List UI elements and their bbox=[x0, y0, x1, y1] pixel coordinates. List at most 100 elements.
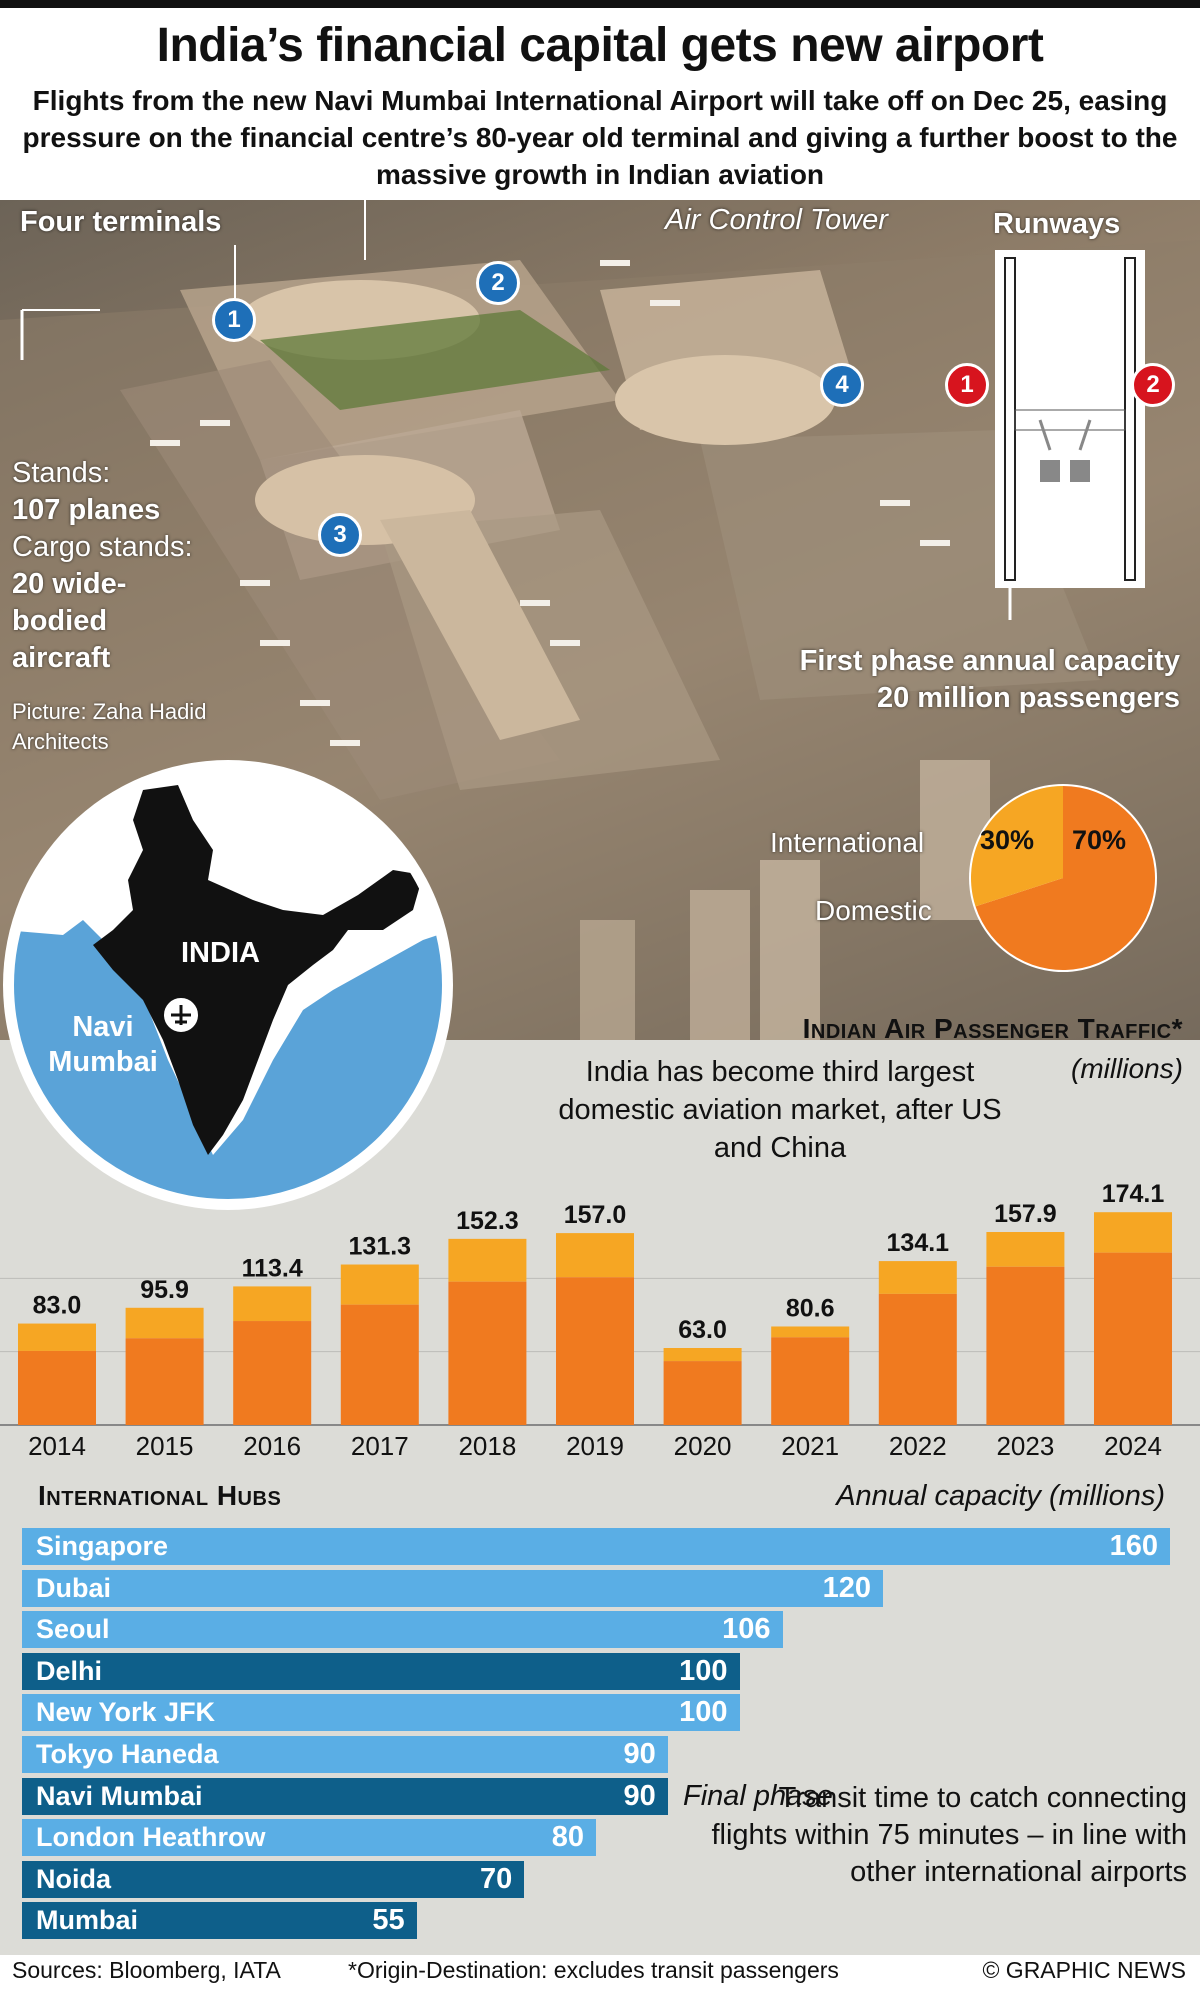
traffic-year-label: 2023 bbox=[996, 1431, 1054, 1461]
air-control-tower-label: Air Control Tower bbox=[665, 204, 888, 236]
traffic-bar-international bbox=[556, 1233, 634, 1278]
traffic-year-label: 2015 bbox=[136, 1431, 194, 1461]
hub-bar: Noida 70 bbox=[22, 1860, 525, 1898]
hub-bar: New York JFK 100 bbox=[22, 1694, 740, 1732]
traffic-bar-international bbox=[986, 1232, 1065, 1267]
airport-rendering: Four terminals Air Control Tower Runways… bbox=[0, 200, 1200, 1040]
traffic-value-label: 80.6 bbox=[786, 1294, 835, 1322]
hub-bar: Delhi 100 bbox=[22, 1652, 740, 1690]
traffic-bar-international bbox=[125, 1307, 204, 1339]
traffic-bar-international bbox=[448, 1238, 527, 1282]
transit-note: Transit time to catch connecting flights… bbox=[711, 1782, 1187, 1888]
traffic-year-label: 2016 bbox=[243, 1431, 301, 1461]
hub-bar: Mumbai 55 bbox=[22, 1902, 417, 1940]
capacity-pie bbox=[969, 784, 1157, 972]
traffic-bar-domestic bbox=[663, 1361, 742, 1425]
pie-domestic-pct: 70% bbox=[1072, 825, 1127, 855]
hub-value: 90 bbox=[623, 1738, 656, 1770]
picture-credit: Picture: Zaha Hadid Architects bbox=[12, 699, 207, 754]
hub-name: Navi Mumbai bbox=[36, 1780, 203, 1811]
terminal-marker-3: 3 bbox=[318, 513, 362, 557]
hubs-units: Annual capacity (millions) bbox=[836, 1480, 1165, 1512]
page-title: India’s financial capital gets new airpo… bbox=[156, 19, 1044, 72]
traffic-bar-international bbox=[771, 1326, 850, 1338]
page-subtitle: Flights from the new Navi Mumbai Interna… bbox=[22, 85, 1178, 190]
hub-name: London Heathrow bbox=[36, 1822, 266, 1853]
final-phase-label: Final phase bbox=[683, 1780, 833, 1812]
pie-domestic-label: Domestic bbox=[815, 895, 932, 926]
traffic-bar-international bbox=[1094, 1212, 1172, 1253]
top-rule bbox=[0, 0, 1200, 8]
hub-name: Singapore bbox=[36, 1531, 169, 1561]
traffic-value-label: 157.9 bbox=[994, 1200, 1057, 1228]
traffic-year-label: 2018 bbox=[458, 1431, 516, 1461]
pie-slice-international bbox=[971, 786, 1063, 907]
traffic-value-label: 134.1 bbox=[887, 1229, 950, 1257]
traffic-bar-chart: 83.0 2014 95.9 2015 113.4 2016 131.3 2017 152.3 2… bbox=[0, 1180, 1200, 1461]
hub-name: Tokyo Haneda bbox=[36, 1739, 219, 1769]
traffic-bar-domestic bbox=[233, 1321, 312, 1425]
traffic-bar-domestic bbox=[556, 1277, 634, 1425]
hub-value: 80 bbox=[551, 1821, 584, 1854]
traffic-year-label: 2014 bbox=[28, 1431, 86, 1461]
stands-value: 107 planes bbox=[12, 494, 161, 526]
traffic-bar-domestic bbox=[878, 1293, 957, 1425]
traffic-value-label: 174.1 bbox=[1102, 1180, 1165, 1208]
map-city-label: Navi Mumbai bbox=[48, 1011, 158, 1078]
stands-label: Stands: bbox=[12, 457, 111, 489]
hub-name: Delhi bbox=[36, 1655, 103, 1686]
hub-name: Seoul bbox=[36, 1614, 110, 1645]
traffic-year-label: 2022 bbox=[889, 1431, 947, 1461]
traffic-year-label: 2020 bbox=[674, 1431, 732, 1461]
hub-bar: Tokyo Haneda 90 bbox=[22, 1736, 668, 1773]
traffic-value-label: 113.4 bbox=[242, 1254, 303, 1282]
traffic-heading: Indian Air Passenger Traffic* bbox=[802, 1013, 1183, 1044]
traffic-value-label: 131.3 bbox=[349, 1233, 412, 1261]
airport-icon bbox=[162, 996, 200, 1034]
traffic-bar-international bbox=[878, 1261, 957, 1294]
terminal-marker-2: 2 bbox=[476, 261, 520, 305]
traffic-year-label: 2017 bbox=[351, 1431, 409, 1461]
traffic-value-label: 83.0 bbox=[33, 1292, 82, 1320]
traffic-value-label: 95.9 bbox=[140, 1276, 189, 1304]
hub-value: 70 bbox=[479, 1862, 513, 1895]
pie-international-label: International bbox=[770, 827, 925, 858]
footnote: *Origin-Destination: excludes transit pa… bbox=[348, 1957, 839, 1983]
hub-value: 55 bbox=[372, 1904, 405, 1937]
hub-value: 160 bbox=[1109, 1530, 1158, 1562]
traffic-value-label: 63.0 bbox=[678, 1316, 727, 1344]
traffic-bar-domestic bbox=[771, 1337, 850, 1425]
hubs-heading: International Hubs bbox=[38, 1480, 282, 1511]
hub-value: 90 bbox=[623, 1779, 656, 1812]
traffic-value-label: 157.0 bbox=[564, 1201, 627, 1229]
runway-marker-2: 2 bbox=[1131, 363, 1175, 407]
hub-bar: Seoul 106 bbox=[22, 1611, 783, 1649]
hub-name: Noida bbox=[36, 1863, 112, 1894]
sources: Sources: Bloomberg, IATA bbox=[12, 1957, 281, 1983]
pie-international-pct: 30% bbox=[980, 825, 1035, 855]
hub-value: 100 bbox=[679, 1654, 728, 1687]
traffic-bar-international bbox=[340, 1264, 419, 1305]
terminal-marker-1: 1 bbox=[212, 298, 256, 342]
hub-name: Mumbai bbox=[36, 1905, 139, 1936]
map-country-label: INDIA bbox=[181, 937, 260, 969]
traffic-value-label: 152.3 bbox=[456, 1207, 519, 1235]
terminal-marker-4: 4 bbox=[820, 363, 864, 407]
traffic-year-label: 2021 bbox=[781, 1431, 839, 1461]
hub-bar: Dubai 120 bbox=[22, 1569, 883, 1607]
runways-label: Runways bbox=[993, 208, 1121, 240]
traffic-bar-international bbox=[233, 1286, 312, 1322]
traffic-year-label: 2019 bbox=[566, 1431, 624, 1461]
hub-value: 120 bbox=[822, 1571, 871, 1604]
stands-info: Stands: 107 planes Cargo stands: 20 wide… bbox=[12, 455, 212, 677]
traffic-note: India has become third largest domestic … bbox=[558, 1056, 1002, 1164]
india-map bbox=[8, 765, 448, 1205]
four-terminals-label: Four terminals bbox=[20, 206, 222, 238]
first-phase-capacity: First phase annual capacity 20 million p… bbox=[799, 645, 1180, 714]
traffic-bar-domestic bbox=[340, 1304, 419, 1425]
runway-diagram bbox=[995, 250, 1145, 620]
hub-value: 106 bbox=[722, 1613, 771, 1646]
hub-name: New York JFK bbox=[36, 1697, 216, 1728]
cargo-value: 20 wide-bodied aircraft bbox=[12, 568, 127, 674]
hub-bar: Singapore 160 bbox=[22, 1528, 1170, 1565]
